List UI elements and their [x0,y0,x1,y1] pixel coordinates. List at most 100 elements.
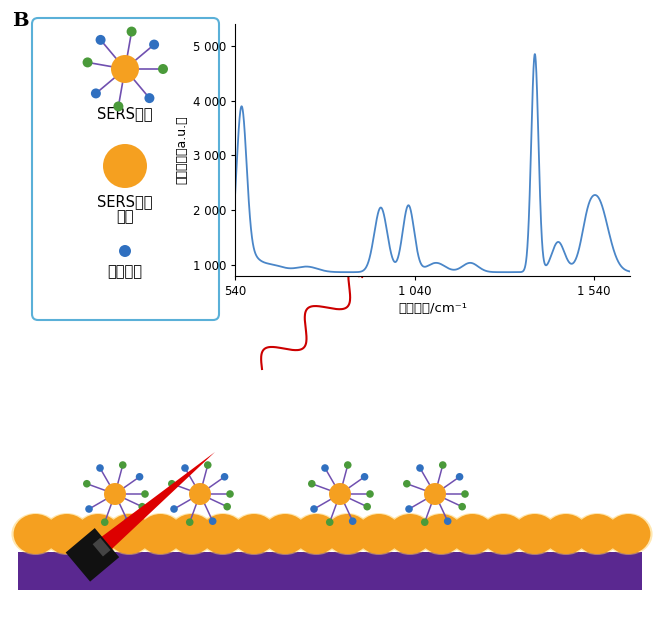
Circle shape [326,519,333,526]
Circle shape [310,505,318,513]
Circle shape [136,473,143,481]
Ellipse shape [76,514,120,554]
Circle shape [124,517,131,525]
Circle shape [461,490,469,498]
Bar [18,552,642,590]
Circle shape [403,480,411,488]
Ellipse shape [263,514,307,554]
Circle shape [83,480,90,488]
Polygon shape [92,538,111,557]
Circle shape [104,483,126,505]
Circle shape [85,505,93,513]
Ellipse shape [544,514,588,554]
Circle shape [421,519,428,526]
Circle shape [91,88,101,98]
Text: SERS增强: SERS增强 [97,194,152,209]
Circle shape [361,473,368,481]
Circle shape [321,464,329,472]
Circle shape [111,55,139,83]
Ellipse shape [511,513,559,555]
Ellipse shape [261,513,310,555]
Ellipse shape [604,513,653,555]
Circle shape [456,473,463,481]
Circle shape [82,58,92,67]
Circle shape [223,503,231,510]
Ellipse shape [201,514,245,554]
FancyBboxPatch shape [32,18,219,320]
Circle shape [444,517,451,525]
Circle shape [114,101,123,112]
Text: SERS探针: SERS探针 [97,106,152,121]
Ellipse shape [139,514,182,554]
Ellipse shape [513,514,557,554]
Ellipse shape [170,514,214,554]
Circle shape [329,483,351,505]
Circle shape [204,461,212,469]
Circle shape [308,480,315,488]
Circle shape [189,483,211,505]
Polygon shape [65,528,119,581]
Text: 基底: 基底 [116,209,134,224]
Ellipse shape [448,513,496,555]
Ellipse shape [419,514,463,554]
Circle shape [103,144,147,188]
Ellipse shape [43,513,91,555]
Circle shape [145,93,154,103]
Circle shape [186,519,193,526]
Circle shape [127,27,137,37]
Ellipse shape [323,513,372,555]
Circle shape [459,503,466,510]
Ellipse shape [354,513,403,555]
Ellipse shape [479,513,528,555]
Ellipse shape [292,513,341,555]
X-axis label: 拉曼位移/cm⁻¹: 拉曼位移/cm⁻¹ [398,302,467,315]
Circle shape [424,483,446,505]
Ellipse shape [11,513,60,555]
Circle shape [344,461,352,469]
Ellipse shape [14,514,57,554]
Y-axis label: 拉曼强度（a.u.）: 拉曼强度（a.u.） [176,115,189,184]
Text: B: B [12,12,28,30]
Ellipse shape [294,514,339,554]
Ellipse shape [230,513,279,555]
Circle shape [96,464,104,472]
Circle shape [101,519,108,526]
Circle shape [141,490,149,498]
Circle shape [349,517,356,525]
Circle shape [405,505,412,513]
Circle shape [366,490,374,498]
Circle shape [226,490,234,498]
Circle shape [221,473,228,481]
Polygon shape [86,452,215,562]
Ellipse shape [576,514,619,554]
Ellipse shape [607,514,650,554]
Circle shape [182,464,189,472]
Ellipse shape [450,514,494,554]
Ellipse shape [45,514,89,554]
Circle shape [139,503,146,510]
Circle shape [119,245,131,257]
Ellipse shape [386,513,434,555]
Circle shape [416,464,424,472]
Ellipse shape [417,513,465,555]
Circle shape [209,517,216,525]
Ellipse shape [136,513,185,555]
Ellipse shape [542,513,590,555]
Circle shape [96,35,106,45]
Circle shape [170,505,178,513]
Ellipse shape [573,513,622,555]
Ellipse shape [232,514,276,554]
Circle shape [168,480,176,488]
Text: 目标分子: 目标分子 [108,264,143,279]
Ellipse shape [168,513,216,555]
Ellipse shape [482,514,525,554]
Ellipse shape [357,514,401,554]
Circle shape [149,39,159,49]
Ellipse shape [199,513,247,555]
Ellipse shape [325,514,370,554]
Ellipse shape [105,513,153,555]
Ellipse shape [107,514,151,554]
Circle shape [158,64,168,74]
Ellipse shape [74,513,122,555]
Circle shape [119,461,127,469]
